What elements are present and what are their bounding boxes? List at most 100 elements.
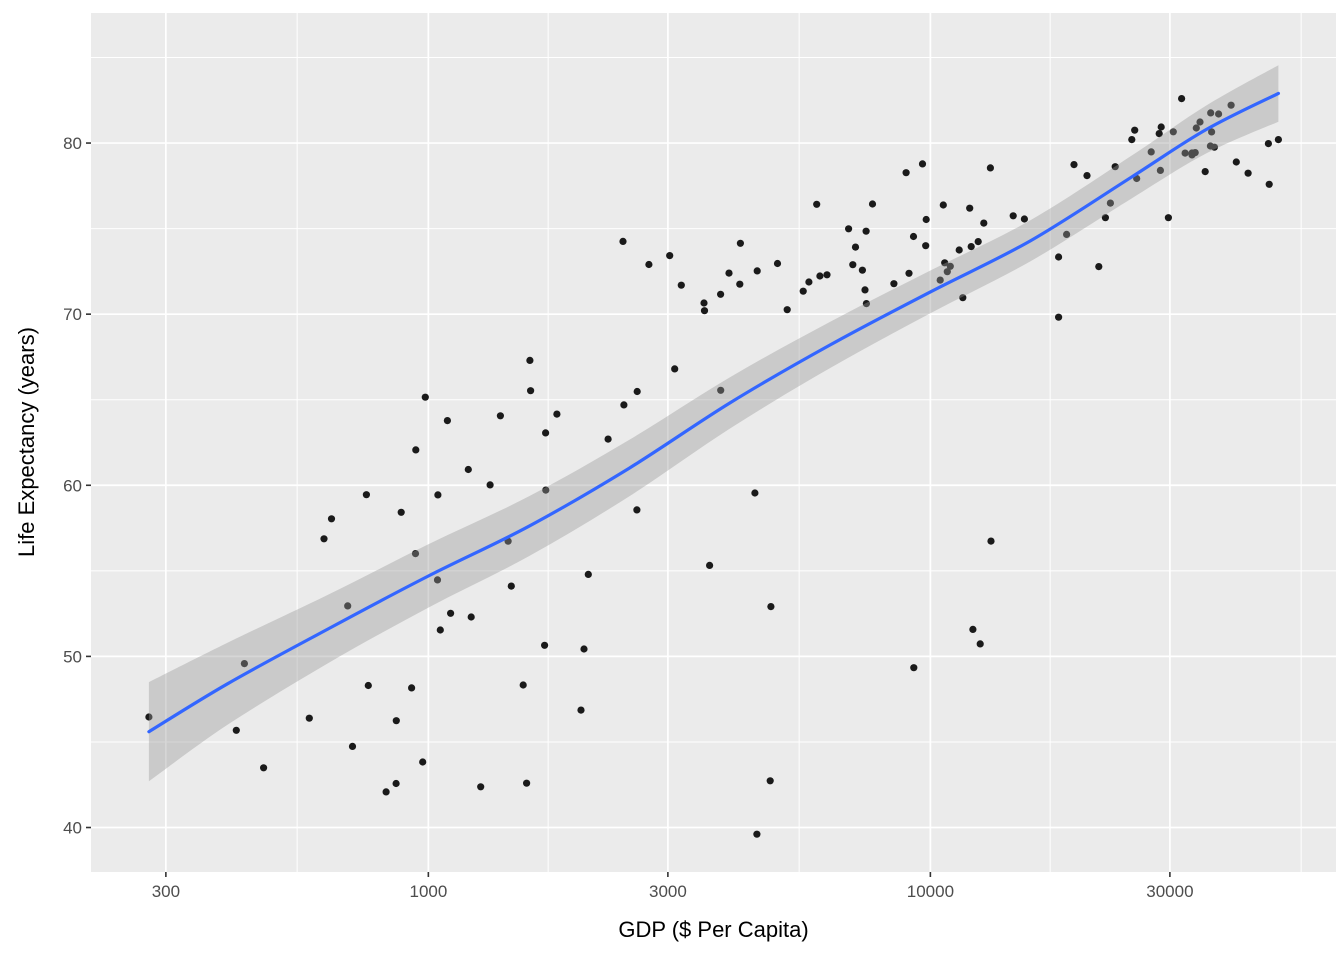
axis-tick-marks bbox=[86, 142, 1171, 877]
data-point bbox=[845, 225, 853, 233]
data-point bbox=[320, 535, 328, 543]
plot-panel bbox=[91, 13, 1336, 872]
data-point bbox=[1111, 163, 1119, 171]
data-point bbox=[604, 435, 612, 443]
data-point bbox=[910, 664, 918, 672]
trend-line bbox=[147, 91, 1280, 734]
data-point bbox=[1188, 149, 1196, 157]
data-point bbox=[1274, 136, 1282, 144]
data-point bbox=[959, 294, 967, 302]
data-point bbox=[1009, 212, 1017, 220]
data-point bbox=[767, 603, 775, 611]
data-point bbox=[751, 489, 759, 497]
data-point bbox=[813, 200, 821, 208]
data-point bbox=[666, 252, 674, 260]
data-point bbox=[736, 280, 744, 288]
data-point bbox=[773, 259, 782, 268]
data-point bbox=[412, 446, 420, 454]
data-point bbox=[976, 640, 984, 648]
data-point bbox=[909, 232, 918, 241]
data-point bbox=[619, 237, 627, 245]
data-point bbox=[1063, 230, 1071, 238]
data-point bbox=[816, 272, 824, 280]
data-point bbox=[527, 387, 535, 395]
data-point bbox=[939, 201, 947, 209]
data-point bbox=[344, 602, 352, 610]
data-point bbox=[717, 290, 725, 298]
data-point bbox=[849, 261, 857, 269]
data-point bbox=[890, 280, 898, 288]
data-point bbox=[1215, 110, 1223, 118]
data-point bbox=[327, 515, 336, 523]
data-point bbox=[447, 609, 455, 617]
data-point bbox=[1147, 148, 1155, 156]
data-point bbox=[1156, 166, 1164, 174]
data-point bbox=[577, 706, 585, 714]
data-point bbox=[1178, 95, 1186, 103]
data-point bbox=[1210, 143, 1218, 151]
data-point bbox=[1227, 101, 1235, 109]
data-point bbox=[700, 299, 708, 307]
data-point bbox=[507, 582, 515, 590]
data-point bbox=[260, 764, 268, 772]
data-point bbox=[436, 626, 444, 634]
data-point bbox=[1101, 214, 1109, 222]
data-point bbox=[783, 306, 791, 314]
data-point bbox=[392, 717, 400, 725]
data-point bbox=[1070, 161, 1078, 169]
data-point bbox=[633, 387, 641, 396]
data-point bbox=[736, 239, 745, 247]
x-tick-label: 10000 bbox=[907, 882, 954, 901]
data-point bbox=[918, 160, 927, 168]
data-point bbox=[477, 783, 485, 791]
data-point bbox=[967, 243, 975, 251]
data-point bbox=[523, 779, 531, 787]
data-point bbox=[766, 777, 774, 785]
data-point bbox=[941, 259, 949, 267]
data-point bbox=[753, 267, 761, 275]
data-point bbox=[542, 429, 550, 437]
data-point bbox=[542, 486, 550, 494]
data-point bbox=[966, 204, 974, 212]
data-point bbox=[1055, 253, 1063, 261]
data-point bbox=[1169, 128, 1177, 136]
data-point bbox=[980, 219, 988, 227]
data-point bbox=[620, 401, 628, 409]
data-point bbox=[799, 287, 807, 295]
data-point bbox=[1208, 128, 1216, 136]
data-point bbox=[443, 417, 451, 425]
data-point bbox=[348, 742, 357, 751]
data-point bbox=[411, 550, 420, 558]
x-tick-label: 3000 bbox=[649, 882, 687, 901]
data-point bbox=[943, 268, 951, 276]
data-point bbox=[717, 386, 725, 394]
data-point bbox=[1106, 199, 1114, 207]
y-tick-label: 40 bbox=[63, 819, 82, 838]
data-point bbox=[541, 641, 549, 649]
data-point bbox=[408, 684, 416, 692]
data-point bbox=[946, 262, 954, 270]
data-point bbox=[706, 561, 714, 570]
data-point bbox=[232, 726, 240, 734]
confidence-ribbon bbox=[148, 65, 1279, 782]
data-point bbox=[1164, 214, 1172, 222]
data-point bbox=[397, 508, 405, 516]
y-tick-label: 50 bbox=[63, 647, 82, 666]
data-point bbox=[805, 278, 813, 286]
data-point bbox=[382, 788, 390, 796]
data-point bbox=[1128, 136, 1136, 144]
x-tick-label: 1000 bbox=[409, 882, 447, 901]
x-tick-label: 300 bbox=[152, 882, 180, 901]
data-point bbox=[486, 481, 494, 489]
data-point bbox=[305, 714, 313, 722]
data-point bbox=[584, 570, 592, 579]
data-point bbox=[1095, 263, 1103, 271]
data-point bbox=[905, 269, 913, 277]
data-point bbox=[519, 681, 527, 689]
data-point bbox=[526, 356, 534, 364]
data-point bbox=[922, 242, 930, 250]
data-point bbox=[1265, 180, 1273, 188]
x-tick-label: 30000 bbox=[1146, 882, 1193, 901]
